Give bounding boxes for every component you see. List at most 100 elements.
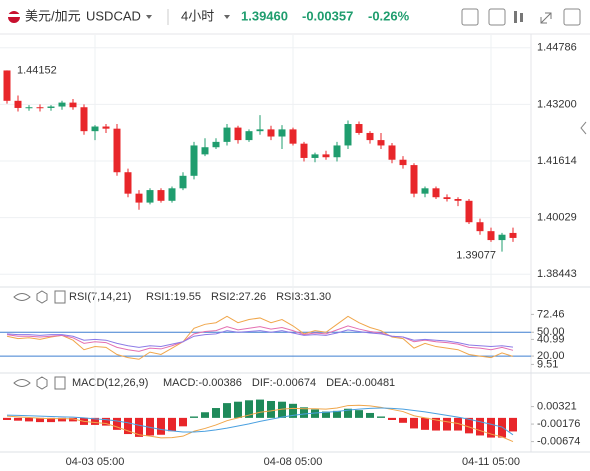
- candle-body: [432, 188, 440, 198]
- candle-body: [124, 172, 132, 194]
- candle-body: [201, 147, 209, 155]
- symbol[interactable]: USDCAD: [86, 8, 141, 23]
- histogram-bar: [311, 409, 319, 418]
- candle-body: [36, 107, 44, 109]
- candle-body: [58, 102, 66, 107]
- draw-button[interactable]: [488, 8, 506, 26]
- indicator-line: [6, 315, 514, 360]
- candle-body: [234, 127, 242, 141]
- macd-settings-icon[interactable]: [36, 376, 48, 390]
- candle-body: [498, 234, 506, 241]
- histogram-bar: [113, 417, 121, 430]
- y-tick-label: 1.44786: [537, 42, 577, 54]
- candle-body: [355, 124, 363, 133]
- macd-close-icon[interactable]: [54, 376, 66, 390]
- histogram-bar: [399, 417, 407, 423]
- y-tick-label: 20.00: [537, 350, 565, 362]
- candle-body: [278, 129, 286, 137]
- macd-visibility-icon[interactable]: [13, 379, 31, 387]
- candle-body: [25, 107, 33, 109]
- interval-dropdown[interactable]: [224, 15, 230, 19]
- histogram-bar: [102, 417, 110, 426]
- price-change-pct: -0.26%: [368, 8, 410, 23]
- x-tick-label: 04-08 05:00: [264, 456, 323, 468]
- histogram-bar: [344, 408, 352, 418]
- histogram-bar: [179, 417, 187, 427]
- histogram-bar: [333, 410, 341, 418]
- histogram-bar: [157, 417, 165, 435]
- histogram-bar: [223, 403, 231, 418]
- candle-body: [14, 100, 22, 108]
- candle-body: [3, 70, 11, 101]
- x-tick-label: 04-11 05:00: [462, 456, 520, 468]
- histogram-bar: [36, 417, 44, 423]
- histogram-bar: [69, 417, 77, 422]
- histogram-bar: [432, 417, 440, 431]
- candle-body: [146, 190, 154, 203]
- histogram-bar: [47, 417, 55, 423]
- histogram-bar: [487, 417, 495, 438]
- y-tick-label: -0.00176: [537, 418, 580, 430]
- candle-body: [443, 197, 451, 200]
- y-tick-label: 50.00: [537, 326, 565, 338]
- candle-body: [366, 132, 374, 141]
- candle-body: [377, 140, 385, 146]
- y-tick-label: 0.00321: [537, 400, 577, 412]
- candle-body: [410, 165, 418, 194]
- y-tick-label: 1.41614: [537, 155, 577, 167]
- candle-body: [267, 129, 275, 137]
- candle-body: [245, 131, 253, 141]
- y-tick-label: -0.00674: [537, 435, 580, 447]
- candle-body: [179, 175, 187, 189]
- rsi-settings-icon[interactable]: [36, 290, 48, 304]
- indicator-line: [6, 404, 514, 443]
- rsi-visibility-icon[interactable]: [13, 293, 31, 301]
- candle-body: [399, 159, 407, 166]
- histogram-bar: [212, 408, 220, 418]
- histogram-bar: [421, 417, 429, 430]
- candle-body: [344, 124, 352, 146]
- candle-body: [223, 127, 231, 142]
- candle-type-button-part: [520, 13, 523, 22]
- histogram-bar: [498, 417, 506, 438]
- candle-body: [135, 193, 143, 203]
- indicator-button[interactable]: [461, 8, 479, 26]
- histogram-bar: [355, 410, 363, 418]
- candle-body: [102, 126, 110, 129]
- rsi-close-icon[interactable]: [54, 290, 66, 304]
- rsi-title: RSI(7,14,21): [69, 291, 131, 303]
- legend-entry: MACD:-0.00386: [163, 377, 242, 389]
- settings-button[interactable]: [563, 8, 581, 26]
- y-tick-label: 1.43200: [537, 98, 577, 110]
- collapse-button[interactable]: [580, 121, 587, 135]
- histogram-bar: [168, 417, 176, 432]
- y-tick-label: 72.46: [537, 308, 565, 320]
- candle-type-button[interactable]: [514, 11, 517, 23]
- y-tick-label: 40.99: [537, 333, 565, 345]
- histogram-bar: [410, 417, 418, 429]
- histogram-bar: [58, 417, 66, 422]
- histogram-bar: [91, 417, 99, 425]
- histogram-bar: [234, 401, 242, 418]
- pair-name[interactable]: 美元/加元: [25, 8, 81, 23]
- candle-body: [388, 145, 396, 160]
- candle-body: [465, 200, 473, 223]
- fullscreen-button[interactable]: [540, 12, 552, 24]
- candle-body: [454, 199, 462, 201]
- histogram-bar: [256, 399, 264, 418]
- candle-body: [91, 126, 99, 132]
- histogram-bar: [245, 400, 253, 418]
- histogram-bar: [454, 417, 462, 431]
- histogram-bar: [267, 400, 275, 418]
- candle-body: [289, 129, 297, 144]
- candle-body: [476, 222, 484, 232]
- indicator-line: [6, 407, 514, 436]
- symbol-dropdown[interactable]: [146, 15, 152, 19]
- histogram-bar: [25, 417, 33, 422]
- last-price: 1.39460: [241, 8, 288, 23]
- legend-entry: RSI3:31.30: [276, 291, 331, 303]
- candle-body: [80, 107, 88, 132]
- legend-entry: RSI1:19.55: [146, 291, 201, 303]
- interval[interactable]: 4小时: [181, 8, 214, 23]
